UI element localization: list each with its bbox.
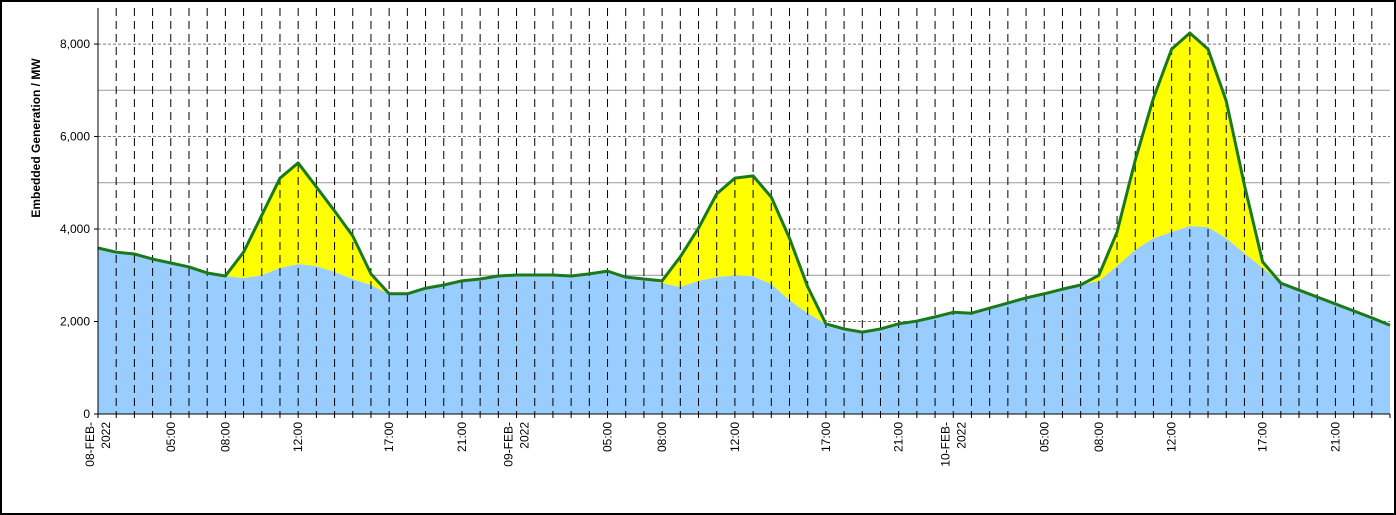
x-tick-label: 12:00 [291, 422, 305, 452]
x-tick-label: 21:00 [892, 422, 906, 452]
y-tick-label: 0 [83, 407, 90, 421]
x-tick-label: 05:00 [1037, 422, 1051, 452]
y-tick-label: 8,000 [60, 37, 90, 51]
x-tick-label: 21:00 [455, 422, 469, 452]
x-tick-label-line: 2022 [518, 422, 532, 449]
x-tick-label: 09-FEB- 2022 [502, 422, 532, 467]
y-tick-label: 2,000 [60, 315, 90, 329]
x-tick-label-line: 09-FEB- [502, 422, 516, 467]
x-tick-label: 17:00 [1256, 422, 1270, 452]
x-tick-label: 05:00 [164, 422, 178, 452]
x-tick-label: 08:00 [655, 422, 669, 452]
x-tick-label: 12:00 [1165, 422, 1179, 452]
x-tick-label-line: 2022 [954, 422, 968, 449]
x-tick-label: 08:00 [1092, 422, 1106, 452]
area [98, 32, 1390, 333]
y-tick-label: 6,000 [60, 130, 90, 144]
area-top-line [97, 31, 1391, 334]
y-axis-label: Embedded Generation / MW [29, 58, 43, 218]
x-tick-label: 08:00 [218, 422, 232, 452]
x-tick-label: 21:00 [1328, 422, 1342, 452]
area [98, 226, 1390, 414]
areas [98, 32, 1390, 414]
x-tick-label-line: 08-FEB- [83, 422, 97, 467]
x-tick-label: 12:00 [728, 422, 742, 452]
x-tick-label: 17:00 [819, 422, 833, 452]
y-tick-label: 4,000 [60, 222, 90, 236]
x-tick-label: 08-FEB- 2022 [83, 422, 113, 467]
x-tick-label: 05:00 [601, 422, 615, 452]
x-tick-label: 10-FEB- 2022 [938, 422, 968, 467]
x-tick-label: 17:00 [382, 422, 396, 452]
x-tick-label-line: 2022 [99, 422, 113, 449]
x-tick-label-line: 10-FEB- [938, 422, 952, 467]
